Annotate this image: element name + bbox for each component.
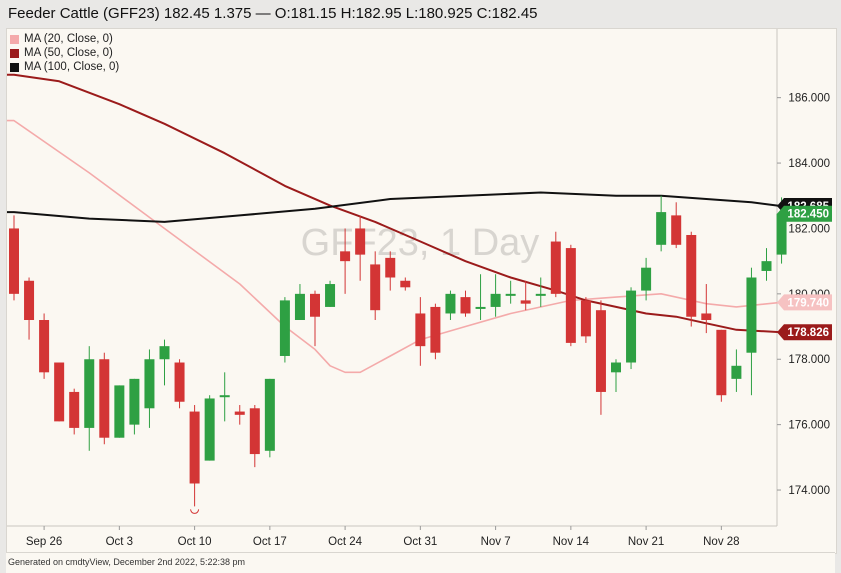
x-tick-label: Sep 26 — [26, 536, 62, 548]
legend-item-ma100[interactable]: MA (100, Close, 0) — [10, 60, 119, 74]
candle-body — [385, 257, 396, 278]
candle-body — [129, 378, 140, 425]
y-tick-label: 174.000 — [788, 485, 830, 497]
legend-item-ma20[interactable]: MA (20, Close, 0) — [10, 32, 119, 46]
instrument-title: Feeder Cattle (GFF23) 182.45 1.375 — O:1… — [8, 5, 538, 22]
candle-body — [656, 212, 667, 245]
ma20-value-tag: 179.740 — [777, 294, 832, 311]
candle-body — [550, 241, 561, 294]
candle-body — [445, 293, 456, 314]
x-tick-label: Oct 10 — [178, 536, 212, 548]
watermark-text: GFF23, 1 Day — [301, 222, 540, 264]
candle-body — [746, 277, 757, 353]
candle-body — [264, 378, 275, 451]
y-tick-label: 176.000 — [788, 420, 830, 432]
y-tick-label: 184.000 — [788, 158, 830, 170]
candle-body — [671, 215, 682, 245]
x-tick-label: Oct 31 — [403, 536, 437, 548]
candle-body — [174, 362, 185, 402]
legend: MA (20, Close, 0) MA (50, Close, 0) MA (… — [10, 32, 119, 74]
candle-body — [641, 267, 652, 291]
last-price-tag: 182.450 — [777, 205, 832, 222]
y-tick-label: 186.000 — [788, 93, 830, 105]
candle-body — [535, 293, 546, 296]
candle-body — [144, 359, 155, 409]
candle-body — [475, 306, 486, 309]
candle-body — [505, 293, 516, 296]
ma20-value-tag-bg — [777, 294, 832, 311]
candle-body — [460, 297, 471, 314]
x-tick-label: Nov 21 — [628, 536, 664, 548]
footer: Generated on cmdtyView, December 2nd 202… — [6, 552, 835, 573]
ma50-value-tag-bg — [777, 324, 832, 341]
candle-body — [565, 248, 576, 343]
candle-body — [415, 313, 426, 347]
candle-body — [580, 300, 591, 337]
candle-body — [204, 398, 215, 461]
chart-header: Feeder Cattle (GFF23) 182.45 1.375 — O:1… — [0, 0, 841, 28]
x-tick-label: Nov 28 — [703, 536, 739, 548]
generated-note: Generated on cmdtyView, December 2nd 202… — [8, 557, 245, 567]
candle-body — [159, 346, 170, 360]
ma50-value-tag-text: 178.826 — [787, 327, 829, 339]
candle-body — [400, 280, 411, 288]
candle-body — [279, 300, 290, 356]
x-tick-label: Nov 14 — [553, 536, 590, 548]
candle-body — [54, 362, 65, 422]
candle-body — [249, 408, 260, 455]
candle-body — [761, 261, 772, 271]
ma50-value-tag: 178.826 — [777, 324, 832, 341]
candle-body — [490, 293, 501, 307]
ma-line-50 — [7, 73, 782, 334]
candle-body — [595, 310, 606, 392]
candlestick-chart[interactable]: GFF23, 1 Day186.000184.000182.000180.000… — [0, 0, 841, 552]
ma100-swatch — [10, 62, 19, 72]
candle-body — [69, 391, 80, 428]
candle-body — [776, 213, 787, 255]
y-tick-label: 182.000 — [788, 223, 830, 235]
candle-body — [611, 362, 621, 373]
last-price-tag-text: 182.450 — [787, 209, 829, 221]
legend-label-ma50: MA (50, Close, 0) — [24, 47, 113, 59]
candle-body — [701, 313, 712, 321]
candle-body — [39, 320, 50, 373]
candle-body — [340, 251, 351, 262]
x-tick-label: Nov 7 — [481, 536, 511, 548]
low-marker — [190, 509, 200, 514]
x-tick-label: Oct 24 — [328, 536, 362, 548]
candle-body — [219, 395, 230, 398]
candle-body — [294, 293, 305, 321]
candle-body — [716, 329, 727, 396]
candle-body — [84, 359, 95, 428]
legend-item-ma50[interactable]: MA (50, Close, 0) — [10, 46, 119, 60]
x-tick-label: Oct 3 — [106, 536, 133, 548]
candle-body — [430, 306, 441, 353]
y-tick-label: 178.000 — [788, 354, 830, 366]
candle-body — [24, 280, 35, 321]
x-tick-label: Oct 17 — [253, 536, 287, 548]
candle-body — [114, 385, 125, 438]
candle-body — [325, 284, 336, 307]
ma-line-20 — [7, 119, 782, 374]
candle-body — [731, 365, 742, 379]
ma20-value-tag-text: 179.740 — [787, 297, 829, 309]
candle-body — [9, 228, 19, 294]
candle-body — [520, 300, 531, 304]
ma50-swatch — [10, 48, 19, 58]
candle-body — [626, 290, 637, 363]
candle-body — [189, 411, 200, 484]
candle-body — [370, 264, 381, 311]
candle-body — [686, 234, 697, 317]
ma-line-100 — [7, 191, 782, 223]
candle-body — [234, 411, 245, 415]
candle-body — [310, 293, 320, 317]
legend-label-ma20: MA (20, Close, 0) — [24, 33, 113, 45]
candle-body — [355, 228, 366, 255]
ma20-swatch — [10, 34, 19, 44]
candle-body — [99, 359, 110, 438]
legend-label-ma100: MA (100, Close, 0) — [24, 61, 120, 73]
last-price-tag-bg — [777, 205, 832, 222]
